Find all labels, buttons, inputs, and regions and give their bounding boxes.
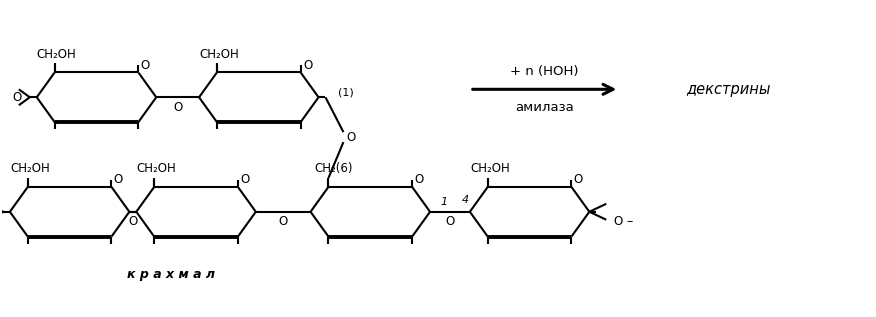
- Text: CH₂OH: CH₂OH: [470, 162, 510, 175]
- Text: O: O: [173, 101, 182, 114]
- Text: (1): (1): [338, 87, 354, 97]
- Text: O: O: [347, 131, 356, 144]
- Text: CH₂OH: CH₂OH: [137, 162, 176, 175]
- Text: O: O: [12, 91, 22, 104]
- Text: O: O: [414, 173, 424, 186]
- Text: CH₂OH: CH₂OH: [10, 162, 50, 175]
- Text: O: O: [141, 59, 150, 72]
- Text: O: O: [128, 215, 138, 228]
- Text: O: O: [114, 173, 123, 186]
- Text: 4: 4: [462, 195, 469, 205]
- Text: O: O: [613, 215, 623, 228]
- Text: O: O: [574, 173, 583, 186]
- Text: амилаза: амилаза: [515, 101, 574, 114]
- Text: CH₂OH: CH₂OH: [199, 48, 239, 61]
- Text: O: O: [445, 215, 455, 228]
- Text: декстрины: декстрины: [687, 82, 771, 97]
- Text: CH₂(6): CH₂(6): [314, 162, 353, 175]
- Text: –: –: [623, 215, 633, 228]
- Text: O: O: [303, 59, 312, 72]
- Text: O: O: [279, 215, 288, 228]
- Text: 1: 1: [441, 197, 448, 207]
- Text: к р а х м а л: к р а х м а л: [127, 268, 215, 281]
- Text: CH₂OH: CH₂OH: [37, 48, 76, 61]
- Text: O: O: [240, 173, 250, 186]
- Text: + n (HOH): + n (HOH): [511, 65, 579, 78]
